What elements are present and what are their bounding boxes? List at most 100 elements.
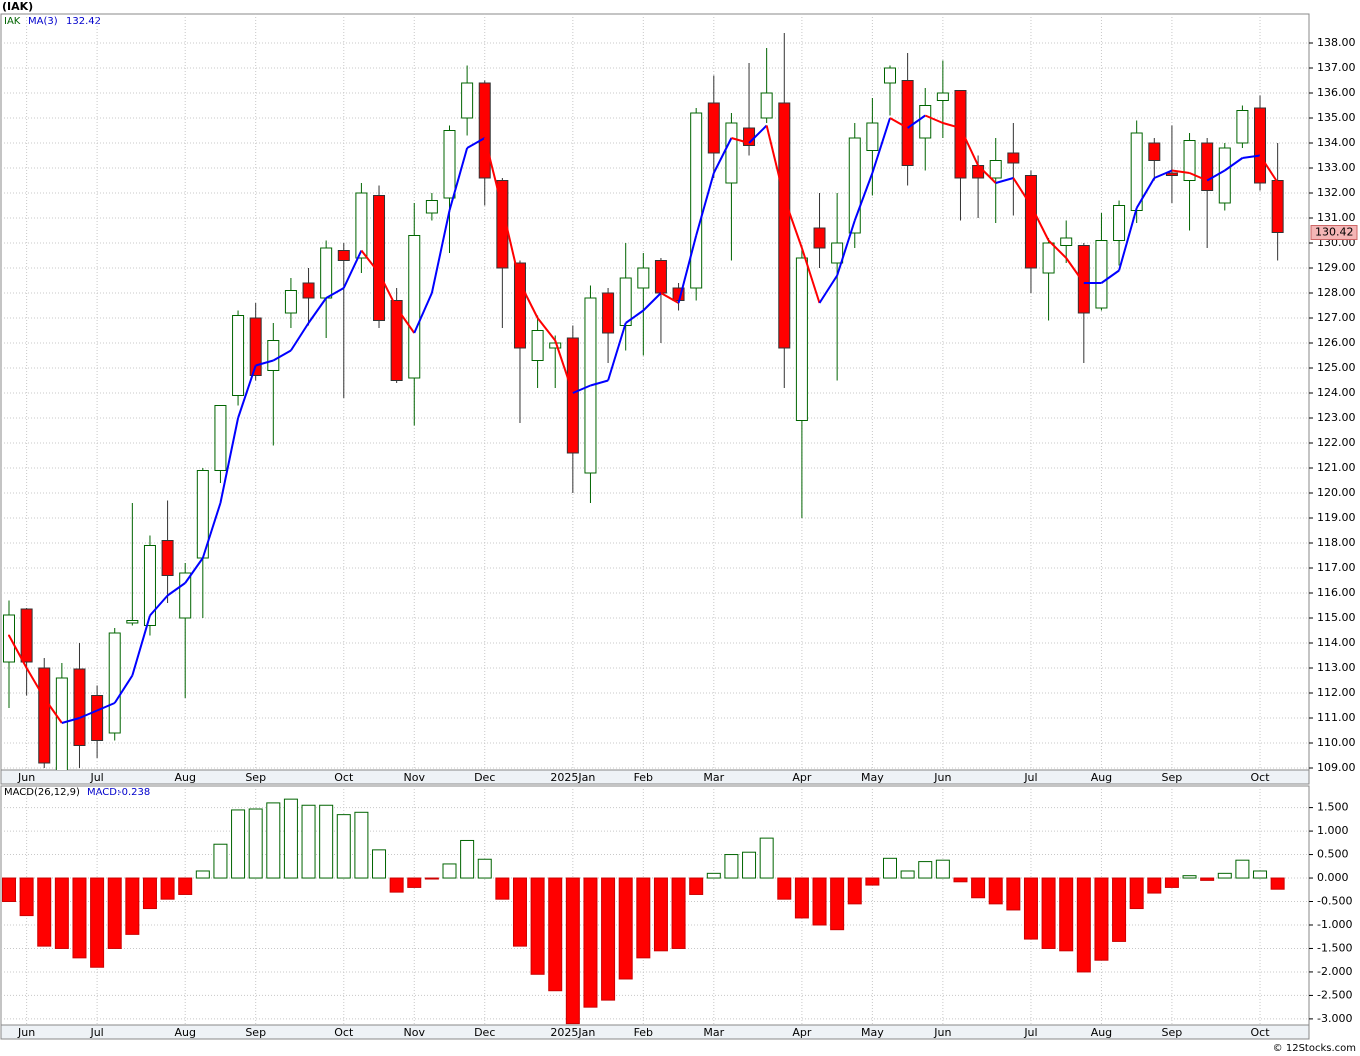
ma-segment bbox=[448, 147, 469, 211]
macd-bar bbox=[301, 804, 316, 879]
candle-body bbox=[284, 290, 297, 314]
macd-bar bbox=[19, 877, 34, 917]
macd-bar bbox=[1200, 877, 1215, 881]
x-tick-label: Oct bbox=[1251, 771, 1271, 784]
ma-segment bbox=[466, 137, 486, 149]
macd-bar bbox=[636, 877, 651, 959]
candle-body bbox=[972, 165, 985, 179]
chart-title: (IAK) bbox=[2, 0, 33, 13]
macd-bar bbox=[266, 802, 281, 879]
y-tick-label: 113.00 bbox=[1317, 661, 1356, 674]
ma-segment bbox=[1047, 239, 1067, 259]
macd-bar bbox=[495, 877, 510, 900]
macd-bar bbox=[794, 877, 809, 919]
y-tick-label: 134.00 bbox=[1317, 136, 1356, 149]
macd-bar bbox=[918, 861, 933, 879]
candle-body bbox=[707, 102, 720, 154]
macd-bar bbox=[107, 877, 122, 949]
macd-bar bbox=[865, 877, 880, 886]
macd-bar bbox=[689, 877, 704, 895]
ma-segment bbox=[924, 114, 944, 124]
macd-bar bbox=[953, 877, 968, 883]
x-tick-label: May bbox=[861, 1026, 884, 1039]
macd-bar bbox=[601, 877, 616, 1001]
candle-body bbox=[373, 195, 386, 321]
macd-bar bbox=[1235, 859, 1250, 879]
ma-segment bbox=[325, 287, 345, 299]
y-tick-label: -0.500 bbox=[1317, 895, 1352, 908]
x-tick-label: Sep bbox=[245, 771, 266, 784]
x-tick-label: Feb bbox=[634, 771, 653, 784]
y-tick-label: 125.00 bbox=[1317, 361, 1356, 374]
ma-segment bbox=[783, 197, 803, 249]
ma-segment bbox=[677, 235, 698, 304]
candle-body bbox=[1183, 140, 1196, 181]
macd-bar bbox=[1041, 877, 1056, 949]
x-tick-label: Aug bbox=[1091, 771, 1112, 784]
candle-body bbox=[778, 102, 791, 349]
candle-body bbox=[461, 82, 474, 119]
ma-segment bbox=[607, 322, 627, 381]
x-tick-label: May bbox=[861, 771, 884, 784]
y-tick-label: 115.00 bbox=[1317, 611, 1356, 624]
y-tick-label: 120.00 bbox=[1317, 486, 1356, 499]
macd-bar bbox=[1129, 877, 1144, 910]
y-tick-label: 122.00 bbox=[1317, 436, 1356, 449]
ma-segment bbox=[79, 709, 98, 719]
last-price-tag bbox=[1310, 225, 1358, 240]
x-tick-label: 2025Jan bbox=[550, 771, 595, 784]
price-axis-strip bbox=[0, 769, 1310, 785]
macd-bar bbox=[72, 877, 87, 959]
ma-segment bbox=[871, 117, 891, 174]
y-tick-label: 135.00 bbox=[1317, 111, 1356, 124]
ma-segment bbox=[748, 124, 768, 144]
ma-segment bbox=[25, 667, 46, 699]
macd-bar bbox=[54, 877, 69, 949]
candle-body bbox=[179, 572, 192, 619]
candle-body bbox=[126, 620, 139, 624]
ma-segment bbox=[237, 365, 257, 419]
x-tick-label: Sep bbox=[1162, 771, 1183, 784]
y-tick-label: -2.000 bbox=[1317, 965, 1352, 978]
macd-bar bbox=[548, 877, 563, 992]
macd-bar bbox=[847, 877, 862, 905]
candle-body bbox=[320, 247, 333, 299]
macd-bar bbox=[1270, 877, 1285, 890]
ma-segment bbox=[536, 317, 557, 342]
y-tick-label: 136.00 bbox=[1317, 86, 1356, 99]
ma-segment bbox=[959, 127, 980, 166]
candle-body bbox=[795, 257, 808, 421]
x-tick-label: Apr bbox=[792, 1026, 812, 1039]
x-tick-label: Jun bbox=[17, 1026, 35, 1039]
macd-bar bbox=[319, 804, 334, 879]
macd-title: MACD(26,12,9) bbox=[4, 787, 80, 798]
ma-segment bbox=[360, 249, 380, 274]
candle-body bbox=[425, 200, 438, 214]
macd-bar bbox=[812, 877, 827, 926]
ma-segment bbox=[889, 117, 909, 129]
legend-ticker: IAK bbox=[4, 16, 21, 27]
x-tick-label: Jul bbox=[89, 1026, 103, 1039]
y-tick-label: 114.00 bbox=[1317, 636, 1356, 649]
macd-bar bbox=[283, 798, 298, 879]
last-price-label: 130.42 bbox=[1315, 226, 1354, 239]
macd-bar bbox=[1094, 877, 1109, 961]
x-tick-label: Jun bbox=[17, 771, 35, 784]
macd-bar bbox=[883, 857, 897, 879]
ma-segment bbox=[131, 615, 151, 676]
macd-bar bbox=[935, 859, 950, 879]
ma-segment bbox=[378, 272, 398, 309]
ma-segment bbox=[61, 717, 80, 724]
y-tick-label: 131.00 bbox=[1317, 211, 1356, 224]
ma-segment bbox=[96, 702, 116, 712]
ma-segment bbox=[800, 247, 821, 304]
candle-body bbox=[355, 192, 368, 259]
macd-bar bbox=[407, 877, 422, 888]
macd-bar bbox=[37, 877, 52, 947]
ma-segment bbox=[413, 292, 433, 334]
macd-bar bbox=[1182, 875, 1197, 879]
candle-body bbox=[513, 262, 526, 349]
y-tick-label: 133.00 bbox=[1317, 161, 1356, 174]
ma-segment bbox=[995, 177, 1014, 184]
